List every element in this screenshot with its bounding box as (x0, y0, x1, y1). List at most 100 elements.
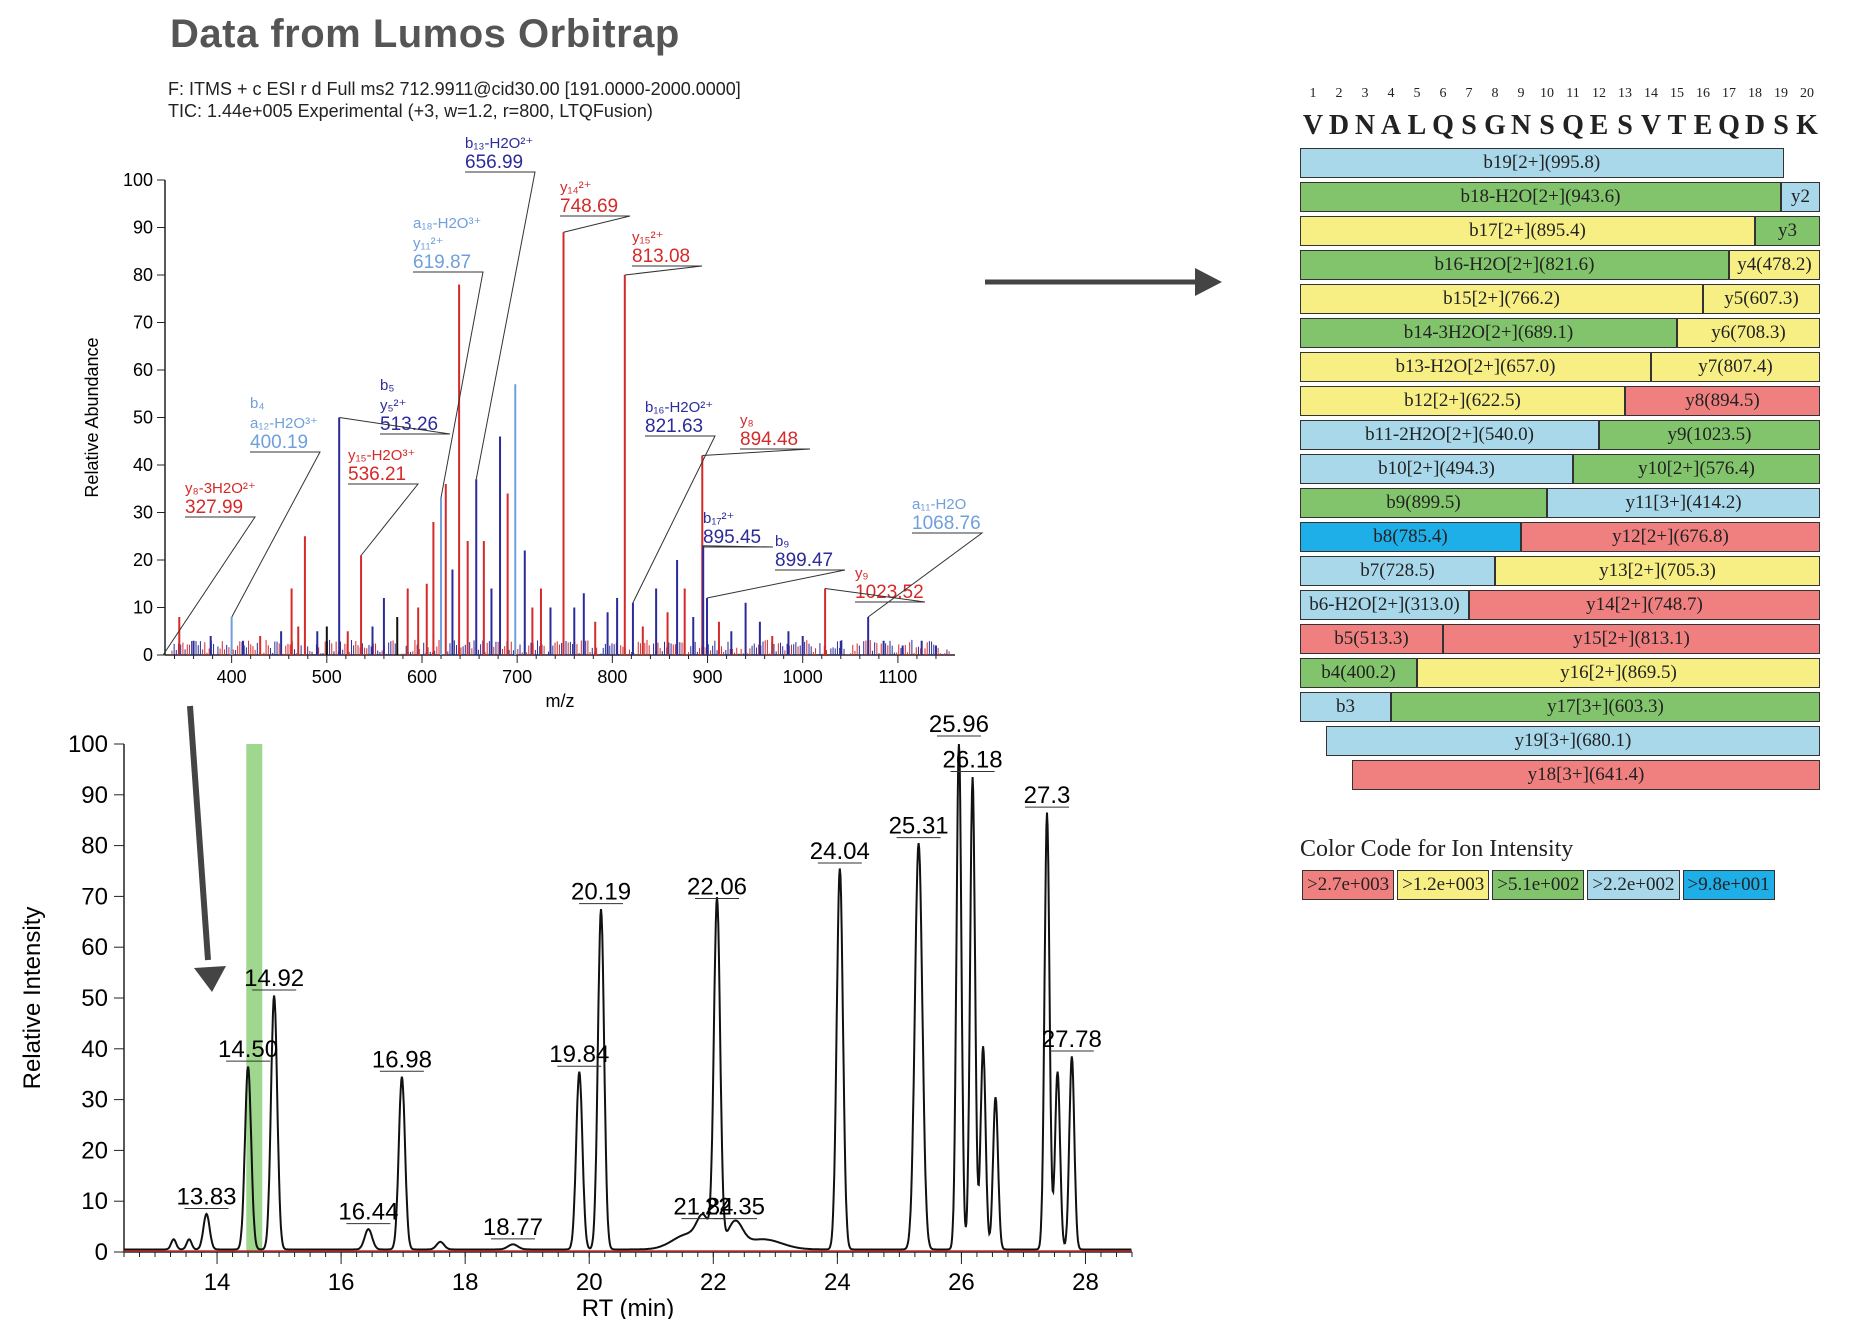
y-tick-label: 20 (81, 1137, 108, 1164)
y-tick-label: 80 (133, 265, 153, 285)
y-tick-label: 100 (68, 731, 108, 758)
fragment-ion-bar: b6-H2O[2+](313.0) (1300, 590, 1469, 620)
y-tick-label: 0 (95, 1239, 108, 1266)
residue-position: 4 (1387, 86, 1395, 101)
fragment-ion-bar: y3 (1755, 216, 1820, 246)
peak-annotation-label: 619.87 (413, 252, 471, 273)
fragment-ion-bar: b17[2+](895.4) (1300, 216, 1755, 246)
fragment-ion-bar: b16-H2O[2+](821.6) (1300, 250, 1729, 280)
y-tick-label: 70 (133, 313, 153, 333)
residue-position: 7 (1465, 86, 1473, 101)
peak-annotation-label: b₅ (380, 377, 394, 394)
peak-rt-label: 22.06 (687, 874, 747, 901)
right-arrow-head (1195, 268, 1222, 296)
peak-annotation-label: b₁₆-H2O²⁺ (645, 399, 713, 416)
fragment-ion-bar: y6(708.3) (1677, 318, 1820, 348)
legend-item: >2.2e+002 (1587, 870, 1680, 900)
residue-position: 9 (1517, 86, 1525, 101)
y-tick-label: 70 (81, 883, 108, 910)
peak-annotation-label: 895.45 (703, 527, 761, 548)
peak-rt-label: 25.31 (889, 813, 949, 840)
x-tick-label: 22 (700, 1269, 727, 1296)
y-axis-label: Relative Abundance (82, 337, 102, 497)
peak-annotation-label: y₁₅²⁺ (632, 229, 664, 246)
residue-letter: D (1744, 110, 1766, 141)
residue-letter: L (1407, 110, 1427, 141)
residue-position: 17 (1722, 86, 1736, 101)
fragment-ion-bar: b14-3H2O[2+](689.1) (1300, 318, 1677, 348)
residue-letter: D (1328, 110, 1350, 141)
peak-annotation-label: y₈ (740, 412, 754, 429)
residue-position: 13 (1618, 86, 1632, 101)
x-tick-label: 1100 (879, 667, 918, 687)
y-tick-label: 20 (133, 550, 153, 570)
fragment-ion-bar: b15[2+](766.2) (1300, 284, 1703, 314)
highlight-band (246, 744, 263, 1252)
fragment-ion-bar: y4(478.2) (1729, 250, 1820, 280)
x-tick-label: 24 (824, 1269, 851, 1296)
x-tick-label: 500 (312, 667, 342, 687)
residue-position: 20 (1800, 86, 1814, 101)
residue-letter: Q (1432, 110, 1454, 141)
fragment-ion-bar: y2 (1781, 182, 1820, 212)
peak-annotation-label: b₄ (250, 395, 264, 412)
fragment-ion-bar: b8(785.4) (1300, 522, 1521, 552)
y-tick-label: 50 (81, 985, 108, 1012)
fragment-ion-bar: y5(607.3) (1703, 284, 1820, 314)
residue-letter: S (1539, 110, 1555, 141)
x-axis-label: m/z (546, 691, 575, 711)
peak-annotation-label: a₁₁-H2O (912, 496, 966, 513)
peak-annotation-leader (825, 588, 926, 603)
y-tick-label: 0 (143, 645, 153, 665)
peak-annotation-label: 894.48 (740, 429, 798, 450)
peak-rt-label: 18.77 (483, 1214, 543, 1241)
y-axis-label: Relative Intensity (19, 907, 46, 1090)
ms2-spectrum-chart: 0 10 20 30 40 50 60 70 80 90 100 400 500 600 700 800 900… (82, 135, 984, 711)
x-tick-label: 900 (693, 667, 723, 687)
residue-letter: V (1640, 110, 1662, 141)
peak-annotation-label: b₁₃-H2O²⁺ (465, 135, 533, 152)
peak-annotation-leader (706, 569, 846, 599)
peak-annotation-label: y₅²⁺ (380, 397, 406, 414)
fragment-ion-bar: y16[2+](869.5) (1417, 658, 1820, 688)
y-tick-label: 10 (133, 598, 153, 618)
y-tick-label: 40 (81, 1036, 108, 1063)
peak-annotation-leader (702, 448, 811, 456)
residue-letter: Q (1718, 110, 1740, 141)
y-tick-label: 50 (133, 408, 153, 428)
residue-position: 19 (1774, 86, 1788, 101)
residue-position: 18 (1748, 86, 1762, 101)
peak-annotation-label: y₉ (855, 565, 869, 582)
peak-annotation-leader (231, 451, 321, 618)
residue-letter: G (1484, 110, 1506, 141)
peak-annotation-label: 1023.52 (855, 582, 924, 603)
residue-position: 16 (1696, 86, 1710, 101)
peak-annotation-label: 536.21 (348, 464, 406, 485)
fragment-ion-bar: b5(513.3) (1300, 624, 1443, 654)
peak-annotation-label: 821.63 (645, 416, 703, 437)
fragment-ion-bar: y15[2+](813.1) (1443, 624, 1820, 654)
fragment-ion-bar: y13[2+](705.3) (1495, 556, 1820, 586)
fragment-ion-bar: b13-H2O[2+](657.0) (1300, 352, 1651, 382)
peak-annotation-leader (703, 545, 774, 548)
x-tick-label: 800 (597, 667, 627, 687)
residue-position: 11 (1566, 86, 1580, 101)
fragment-ion-bar: y12[2+](676.8) (1521, 522, 1820, 552)
x-tick-label: 26 (948, 1269, 975, 1296)
fragment-ion-bar: y18[3+](641.4) (1352, 760, 1820, 790)
peak-annotation-leader (867, 532, 984, 618)
peak-annotation-leader (560, 215, 631, 233)
x-tick-label: 600 (407, 667, 437, 687)
peak-annotation-label: b₁₇²⁺ (703, 510, 734, 527)
x-tick-label: 700 (502, 667, 532, 687)
residue-position: 12 (1592, 86, 1606, 101)
x-tick-label: 1000 (783, 667, 823, 687)
peak-rt-label: 14.92 (244, 965, 304, 992)
peak-annotation-label: 813.08 (632, 246, 690, 267)
peak-annotation-label: 1068.76 (912, 513, 981, 534)
residue-position: 10 (1540, 86, 1554, 101)
peak-annotation-label: a₁₂-H2O³⁺ (250, 415, 318, 432)
peak-annotation-label: 899.47 (775, 550, 833, 571)
peak-rt-label: 25.96 (929, 711, 989, 738)
peak-rt-label: 24.04 (810, 838, 870, 865)
